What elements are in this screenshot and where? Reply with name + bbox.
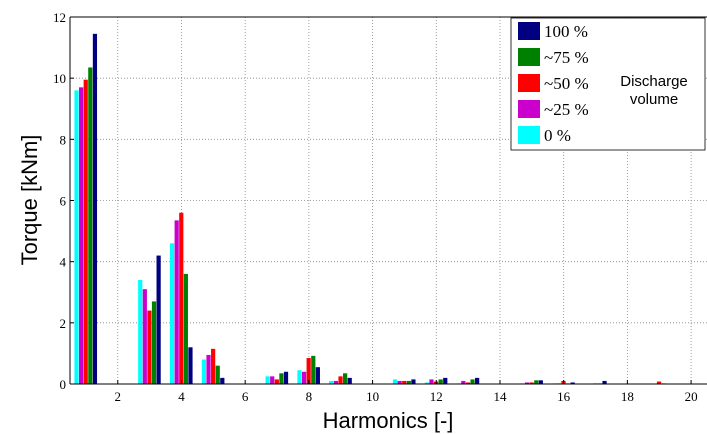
bar	[279, 373, 284, 384]
bar	[438, 379, 443, 384]
bar	[179, 212, 184, 384]
bar	[297, 370, 302, 384]
bar	[343, 373, 348, 384]
x-tick-label: 16	[557, 389, 571, 404]
bar	[333, 380, 339, 384]
bar	[315, 367, 320, 384]
axes	[69, 16, 707, 385]
y-tick-label: 10	[53, 71, 66, 86]
bar	[138, 280, 143, 384]
bar	[211, 348, 216, 384]
y-tick-label: 12	[53, 10, 66, 25]
x-tick-label: 2	[115, 389, 122, 404]
y-axis-title: Torque [kNm]	[17, 135, 42, 266]
legend-label: 100 %	[544, 22, 588, 41]
bar	[183, 273, 188, 384]
x-tick-label: 14	[493, 389, 507, 404]
bar	[475, 377, 480, 384]
bar	[397, 380, 402, 384]
bar	[534, 380, 539, 384]
legend-label: 0 %	[544, 126, 571, 145]
bar	[265, 376, 270, 384]
bar	[174, 220, 179, 384]
bar	[443, 377, 448, 384]
bar	[470, 379, 475, 384]
x-tick-label: 12	[430, 389, 443, 404]
x-tick-label: 20	[685, 389, 698, 404]
bar	[402, 380, 407, 384]
bar	[392, 379, 398, 384]
bar	[142, 289, 147, 384]
legend-label: ~75 %	[544, 48, 589, 67]
bar	[656, 381, 662, 384]
legend-label: ~25 %	[544, 100, 589, 119]
grid-lines	[70, 16, 707, 384]
y-tick-label: 6	[60, 194, 67, 209]
legend-annotation: volume	[630, 91, 678, 108]
bar	[311, 355, 316, 384]
bar	[188, 347, 193, 384]
legend-swatch	[518, 126, 540, 144]
bar	[83, 79, 88, 384]
legend-swatch	[518, 22, 540, 40]
x-tick-label: 4	[178, 389, 185, 404]
legend-swatch	[518, 48, 540, 66]
bar	[429, 379, 434, 384]
bar	[329, 380, 334, 384]
y-tick-label: 2	[60, 316, 67, 331]
x-tick-label: 10	[366, 389, 379, 404]
bar	[602, 380, 607, 384]
y-tick-label: 4	[60, 255, 67, 270]
legend-box	[510, 17, 706, 151]
bar	[465, 382, 471, 384]
legend-swatch	[518, 100, 540, 118]
x-tick-label: 8	[306, 389, 313, 404]
bar	[301, 371, 307, 384]
legend-swatch	[518, 74, 540, 92]
bar	[411, 379, 416, 384]
x-tick-label: 18	[621, 389, 634, 404]
bar	[88, 67, 93, 385]
bar	[92, 33, 98, 384]
legend-annotation: Discharge	[620, 73, 688, 90]
bar-series	[74, 33, 666, 385]
bar	[215, 365, 220, 384]
x-tick-label: 6	[242, 389, 249, 404]
bar	[538, 380, 543, 384]
bar	[169, 243, 175, 384]
tick-labels: 2 4 6 8 10 12 14 16 18 20 0 2 4 6 8 10 12	[53, 10, 698, 404]
bar	[156, 255, 161, 384]
bar	[270, 376, 275, 384]
x-axis-title: Harmonics [-]	[323, 408, 454, 433]
y-tick-label: 0	[60, 377, 67, 392]
bar	[524, 382, 530, 384]
bar	[220, 377, 225, 384]
bar	[461, 380, 466, 384]
bar	[529, 382, 534, 384]
bar	[206, 354, 211, 384]
bar	[424, 382, 429, 384]
bar	[406, 380, 411, 384]
bar	[283, 371, 289, 384]
bar	[570, 382, 575, 384]
bar	[347, 377, 352, 384]
bar	[151, 301, 157, 384]
y-tick-label: 8	[60, 132, 67, 147]
bar	[338, 376, 343, 384]
bar	[147, 310, 152, 384]
bar	[201, 359, 207, 384]
bar	[274, 379, 279, 384]
bar	[74, 90, 79, 385]
legend-label: ~50 %	[544, 74, 589, 93]
bar	[79, 87, 84, 384]
bar	[306, 358, 311, 384]
